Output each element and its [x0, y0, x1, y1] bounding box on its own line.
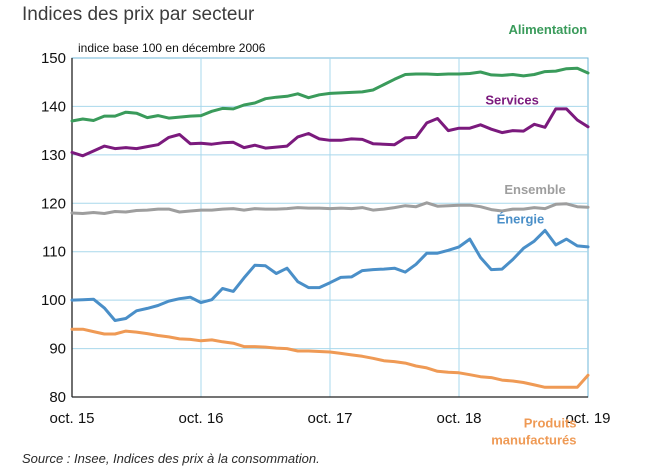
chart-gridlines [72, 58, 588, 397]
y-tick-label: 150 [41, 50, 66, 67]
price-index-chart: 80 90 100 110 120 130 140 150 oct. 15 oct. 16 oct.… [0, 0, 648, 470]
series-label-energie: Énergie [497, 212, 545, 227]
y-tick-label: 110 [42, 244, 66, 261]
series-label-services: Services [485, 93, 539, 108]
series-label-alimentation: Alimentation [509, 22, 588, 37]
series-label-ensemble: Ensemble [504, 182, 565, 197]
chart-source-note: Source : Insee, Indices des prix à la co… [22, 451, 320, 466]
y-tick-label: 100 [41, 292, 66, 309]
y-tick-label: 120 [41, 195, 66, 212]
x-tick-label: oct. 17 [307, 410, 352, 427]
y-tick-label: 140 [41, 98, 66, 115]
y-tick-label: 80 [49, 389, 66, 406]
series-label-produits-manufactures: Produits manufacturés [491, 416, 576, 448]
y-tick-label: 130 [41, 147, 66, 164]
x-tick-label: oct. 18 [436, 410, 481, 427]
y-tick-label: 90 [49, 341, 66, 358]
x-tick-label: oct. 15 [49, 410, 94, 427]
y-axis-unit-label: indice base 100 en décembre 2006 [78, 41, 266, 55]
x-tick-label: oct. 16 [178, 410, 223, 427]
